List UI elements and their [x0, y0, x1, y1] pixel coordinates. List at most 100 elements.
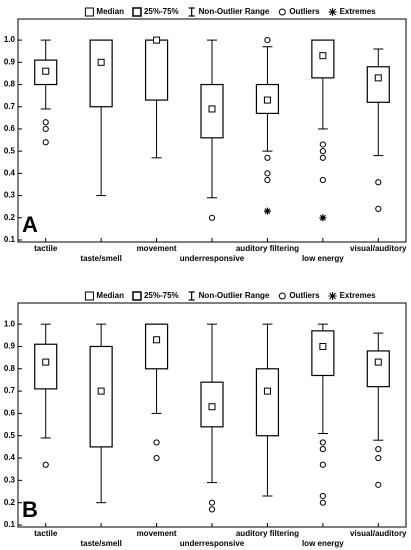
outlier — [319, 499, 326, 506]
legend-label: 25%-75% — [144, 7, 179, 16]
y-tick-label: 0.3 — [4, 475, 16, 484]
outlier — [42, 139, 49, 146]
x-tick-label: underresponsive — [180, 254, 245, 263]
x-tick-label: taste/smell — [80, 539, 121, 548]
median — [374, 74, 382, 82]
median — [319, 52, 327, 60]
outlier — [319, 176, 326, 184]
legend-icon — [132, 291, 142, 301]
outlier — [42, 125, 49, 133]
outlier — [208, 214, 216, 221]
legend-icon — [278, 292, 286, 300]
x-tick-label: movement — [137, 244, 177, 253]
outlier — [319, 141, 326, 148]
outlier — [375, 205, 382, 213]
legend-label: Outliers — [289, 291, 320, 300]
legend-label: Non-Outlier Range — [199, 7, 270, 16]
median — [97, 58, 105, 66]
x-tick-label: visual/auditory — [350, 244, 407, 253]
y-tick-label: 0.5 — [4, 431, 16, 440]
outlier — [319, 439, 326, 446]
legend-icon — [188, 291, 195, 301]
outlier — [42, 461, 49, 468]
outlier — [264, 170, 271, 177]
legend-label: Extremes — [340, 7, 377, 16]
outlier — [375, 481, 382, 488]
box — [255, 368, 280, 437]
outlier — [375, 179, 382, 186]
x-tick-label: low energy — [302, 254, 344, 263]
y-tick-label: 1.0 — [4, 319, 16, 328]
outlier — [319, 446, 326, 453]
x-tick-label: tactile — [34, 529, 58, 538]
box — [34, 343, 58, 390]
y-tick-label: 0.5 — [4, 146, 16, 155]
extreme — [263, 207, 271, 215]
box — [366, 66, 390, 103]
y-tick-label: 0.8 — [4, 364, 16, 373]
outlier — [264, 176, 271, 184]
y-tick-label: 0.7 — [4, 102, 16, 111]
legend-label: 25%-75% — [144, 291, 179, 300]
outlier — [319, 148, 326, 155]
x-tick-label: low energy — [302, 539, 344, 548]
y-tick-label: 1.0 — [4, 35, 16, 44]
legend-label: Median — [96, 7, 124, 16]
legend-icon — [84, 7, 94, 17]
x-tick-label: tactile — [34, 244, 58, 253]
y-tick-label: 0.4 — [4, 168, 16, 177]
y-tick-label: 0.8 — [4, 80, 16, 89]
median — [42, 358, 50, 366]
y-tick-label: 0.6 — [4, 409, 16, 418]
legend-icon — [328, 8, 337, 16]
y-tick-label: 0.4 — [4, 453, 16, 462]
outlier — [319, 461, 326, 468]
x-tick-label: auditory filtering — [236, 244, 299, 253]
outlier — [264, 37, 271, 44]
legend-label: Non-Outlier Range — [199, 291, 270, 300]
legend-icon — [84, 291, 94, 301]
y-tick-label: 0.1 — [4, 235, 16, 244]
legend-icon — [278, 8, 286, 16]
outlier — [208, 506, 216, 513]
median — [208, 403, 216, 411]
median — [42, 67, 50, 75]
legend-icon — [132, 7, 142, 17]
y-tick-label: 0.3 — [4, 191, 16, 200]
y-tick-label: 0.2 — [4, 498, 16, 507]
y-tick-label: 0.9 — [4, 57, 16, 66]
box — [89, 345, 113, 448]
outlier — [153, 439, 160, 446]
legend-label: Extremes — [340, 291, 377, 300]
x-tick-label: taste/smell — [80, 254, 121, 263]
x-tick-label: movement — [137, 529, 177, 538]
outlier — [319, 492, 326, 500]
legend-label: Outliers — [289, 7, 320, 16]
median — [153, 36, 161, 44]
median — [97, 387, 105, 395]
legend-icon — [188, 7, 195, 17]
box — [144, 39, 169, 101]
y-tick-label: 0.9 — [4, 342, 16, 351]
panel-letter: A — [22, 212, 38, 237]
y-tick-label: 0.6 — [4, 124, 16, 133]
legend-label: Median — [96, 291, 124, 300]
outlier — [319, 154, 326, 161]
y-tick-label: 0.1 — [4, 520, 16, 529]
outlier — [208, 499, 216, 506]
x-tick-label: underresponsive — [180, 539, 245, 548]
box — [366, 350, 390, 388]
panel-letter: B — [22, 497, 38, 522]
box — [144, 323, 169, 370]
outlier — [375, 454, 382, 462]
y-tick-label: 0.2 — [4, 213, 16, 222]
median — [153, 336, 161, 344]
x-tick-label: auditory filtering — [236, 529, 299, 538]
x-tick-label: visual/auditory — [350, 529, 407, 538]
median — [319, 342, 327, 350]
median — [374, 358, 382, 366]
outlier — [264, 154, 271, 161]
median — [263, 96, 271, 104]
box — [89, 39, 113, 108]
